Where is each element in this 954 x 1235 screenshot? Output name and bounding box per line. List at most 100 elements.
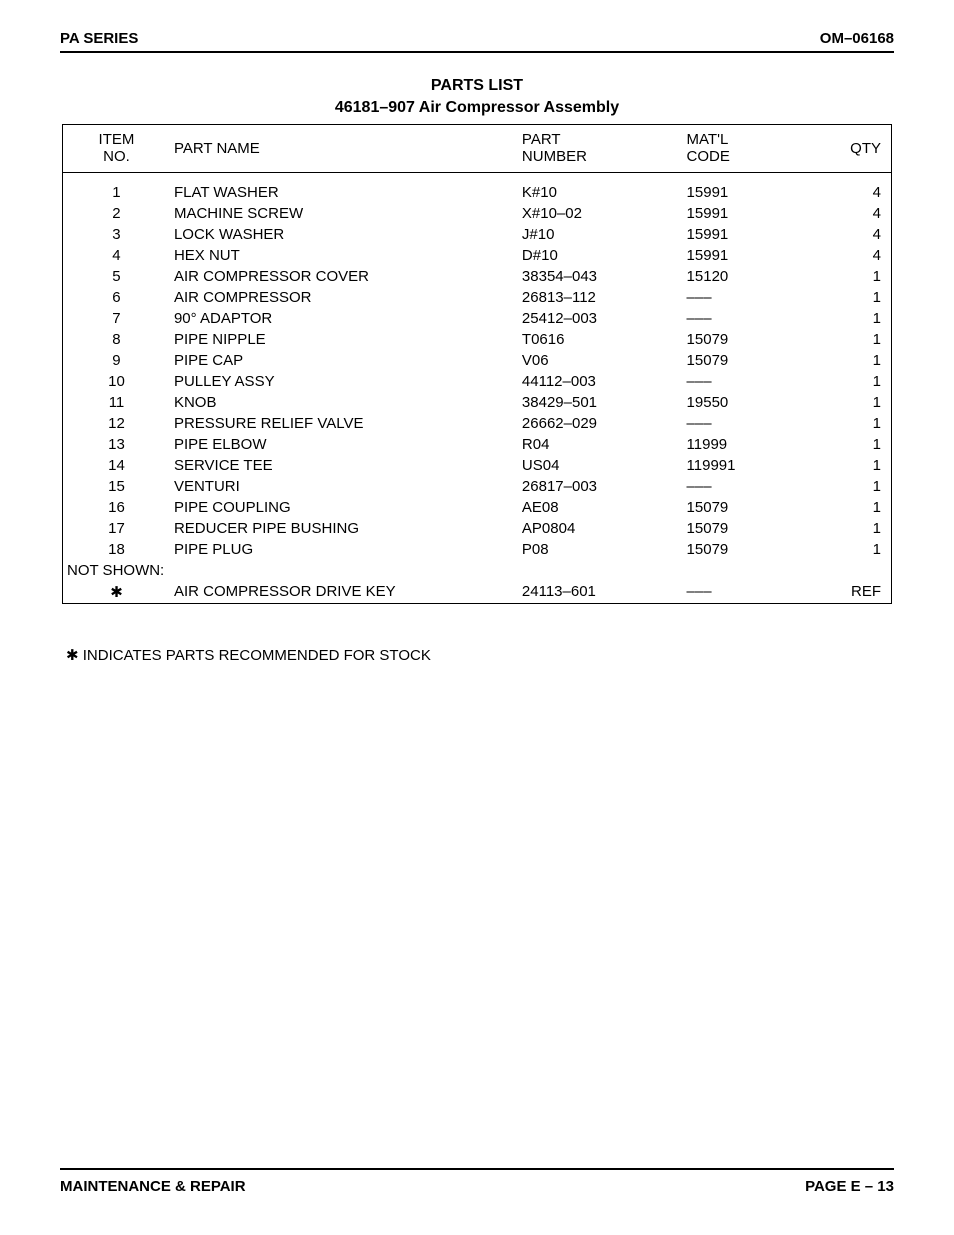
cell-part: 24113–601 [518, 581, 677, 604]
col-header-name: PART NAME [170, 125, 518, 173]
cell-item: 1 [63, 182, 170, 203]
cell-part: US04 [518, 455, 677, 476]
cell-matl: 19550 [677, 392, 805, 413]
cell-qty: 1 [804, 455, 891, 476]
cell-name: REDUCER PIPE BUSHING [170, 518, 518, 539]
cell-matl: 15079 [677, 329, 805, 350]
cell-name: PIPE COUPLING [170, 497, 518, 518]
cell-qty: 4 [804, 245, 891, 266]
table-row: 3LOCK WASHERJ#10159914 [63, 224, 892, 245]
cell-item: 6 [63, 287, 170, 308]
cell-name: PULLEY ASSY [170, 371, 518, 392]
table-row: 790° ADAPTOR25412–003–––1 [63, 308, 892, 329]
cell-qty: 1 [804, 266, 891, 287]
table-row: 12PRESSURE RELIEF VALVE26662–029–––1 [63, 413, 892, 434]
cell-part: 25412–003 [518, 308, 677, 329]
cell-part: K#10 [518, 182, 677, 203]
table-row: 1FLAT WASHERK#10159914 [63, 182, 892, 203]
cell-name: KNOB [170, 392, 518, 413]
cell-qty: 1 [804, 329, 891, 350]
table-row: 18PIPE PLUGP08150791 [63, 539, 892, 560]
cell-qty: 1 [804, 392, 891, 413]
parts-table-body: 1FLAT WASHERK#101599142MACHINE SCREWX#10… [63, 172, 892, 604]
footer-left: MAINTENANCE & REPAIR [60, 1178, 246, 1195]
cell-part: 26817–003 [518, 476, 677, 497]
page: PA SERIES OM–06168 PARTS LIST 46181–907 … [0, 0, 954, 1235]
table-row: 17REDUCER PIPE BUSHINGAP0804150791 [63, 518, 892, 539]
table-row: ✱AIR COMPRESSOR DRIVE KEY24113–601–––REF [63, 581, 892, 604]
not-shown-label: NOT SHOWN: [63, 560, 892, 581]
col-header-item: ITEM NO. [63, 125, 170, 173]
cell-part: 38354–043 [518, 266, 677, 287]
cell-name: 90° ADAPTOR [170, 308, 518, 329]
table-row: 5AIR COMPRESSOR COVER38354–043151201 [63, 266, 892, 287]
cell-name: PRESSURE RELIEF VALVE [170, 413, 518, 434]
table-row: 10PULLEY ASSY44112–003–––1 [63, 371, 892, 392]
cell-part: T0616 [518, 329, 677, 350]
cell-part: V06 [518, 350, 677, 371]
table-row: 2MACHINE SCREWX#10–02159914 [63, 203, 892, 224]
cell-part: 26662–029 [518, 413, 677, 434]
title-block: PARTS LIST 46181–907 Air Compressor Asse… [60, 75, 894, 118]
col-header-matl: MAT'L CODE [677, 125, 805, 173]
table-row: 11KNOB38429–501195501 [63, 392, 892, 413]
cell-matl: 119991 [677, 455, 805, 476]
cell-item: 15 [63, 476, 170, 497]
cell-name: HEX NUT [170, 245, 518, 266]
table-row: 4HEX NUTD#10159914 [63, 245, 892, 266]
cell-part: 38429–501 [518, 392, 677, 413]
cell-part: AP0804 [518, 518, 677, 539]
cell-part: AE08 [518, 497, 677, 518]
cell-part: 44112–003 [518, 371, 677, 392]
cell-item: 14 [63, 455, 170, 476]
cell-item: 8 [63, 329, 170, 350]
cell-matl: ––– [677, 413, 805, 434]
cell-matl: 11999 [677, 434, 805, 455]
cell-qty: 4 [804, 182, 891, 203]
cell-matl: 15120 [677, 266, 805, 287]
cell-qty: 4 [804, 224, 891, 245]
footer-right: PAGE E – 13 [805, 1178, 894, 1195]
cell-matl: 15991 [677, 182, 805, 203]
cell-qty: 1 [804, 350, 891, 371]
cell-name: LOCK WASHER [170, 224, 518, 245]
cell-name: AIR COMPRESSOR [170, 287, 518, 308]
cell-name: VENTURI [170, 476, 518, 497]
cell-matl: ––– [677, 581, 805, 604]
not-shown-label-row: NOT SHOWN: [63, 560, 892, 581]
cell-qty: 1 [804, 308, 891, 329]
cell-item: 3 [63, 224, 170, 245]
cell-qty: 1 [804, 371, 891, 392]
stock-footnote: ✱ INDICATES PARTS RECOMMENDED FOR STOCK [60, 646, 894, 664]
cell-qty: 1 [804, 497, 891, 518]
cell-name: AIR COMPRESSOR DRIVE KEY [170, 581, 518, 604]
cell-qty: 1 [804, 287, 891, 308]
cell-item: 18 [63, 539, 170, 560]
col-header-qty: QTY [804, 125, 891, 173]
cell-item: 7 [63, 308, 170, 329]
cell-item: 11 [63, 392, 170, 413]
cell-name: PIPE ELBOW [170, 434, 518, 455]
cell-item: 13 [63, 434, 170, 455]
cell-matl: 15991 [677, 224, 805, 245]
cell-name: MACHINE SCREW [170, 203, 518, 224]
cell-qty: 1 [804, 476, 891, 497]
cell-qty: 1 [804, 434, 891, 455]
cell-qty: REF [804, 581, 891, 604]
cell-matl: 15079 [677, 539, 805, 560]
cell-matl: 15079 [677, 518, 805, 539]
table-row: 6AIR COMPRESSOR26813–112–––1 [63, 287, 892, 308]
cell-name: AIR COMPRESSOR COVER [170, 266, 518, 287]
table-row: 16PIPE COUPLINGAE08150791 [63, 497, 892, 518]
cell-qty: 4 [804, 203, 891, 224]
cell-qty: 1 [804, 413, 891, 434]
cell-name: PIPE CAP [170, 350, 518, 371]
cell-matl: 15079 [677, 497, 805, 518]
cell-matl: ––– [677, 476, 805, 497]
cell-part: R04 [518, 434, 677, 455]
cell-item: 12 [63, 413, 170, 434]
cell-part: X#10–02 [518, 203, 677, 224]
cell-matl: ––– [677, 287, 805, 308]
table-row: 9PIPE CAPV06150791 [63, 350, 892, 371]
cell-qty: 1 [804, 518, 891, 539]
